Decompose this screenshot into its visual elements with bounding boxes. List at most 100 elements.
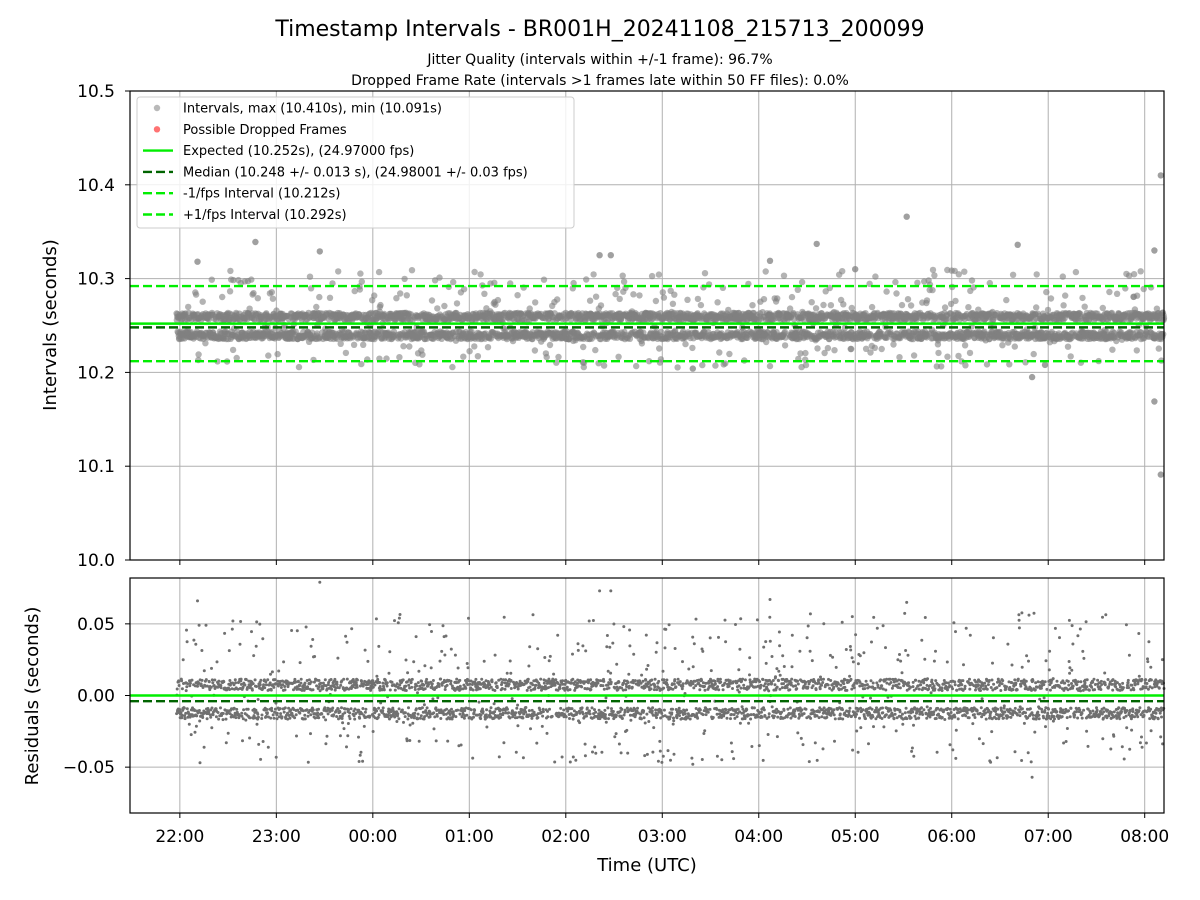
residual-point — [417, 739, 421, 743]
interval-point — [477, 271, 484, 278]
residual-point — [485, 725, 489, 729]
interval-point — [254, 295, 261, 302]
residual-point — [490, 680, 494, 684]
residual-point — [465, 713, 469, 717]
residual-point — [309, 713, 313, 717]
interval-point — [460, 286, 468, 293]
residual-point — [261, 637, 265, 641]
interval-point — [375, 268, 383, 276]
residual-point — [207, 710, 211, 714]
interval-point — [337, 340, 344, 347]
interval-point — [616, 295, 623, 303]
legend-label: Possible Dropped Frames — [183, 123, 347, 138]
residual-point — [238, 642, 242, 646]
interval-point — [514, 292, 521, 299]
interval-point — [350, 341, 358, 348]
interval-point — [1072, 268, 1080, 276]
residual-point — [204, 623, 208, 627]
interval-point — [893, 290, 900, 297]
interval-outlier-point — [1151, 247, 1158, 254]
residual-point — [269, 672, 272, 676]
residual-point — [499, 715, 503, 719]
interval-point — [592, 346, 599, 354]
residual-point — [317, 679, 321, 682]
interval-point — [652, 297, 660, 305]
residual-point — [423, 687, 427, 691]
residual-point — [317, 716, 321, 720]
interval-point — [1060, 302, 1067, 309]
interval-point — [401, 275, 408, 283]
residual-point — [335, 715, 339, 718]
residual-point — [357, 735, 360, 739]
residual-point — [272, 685, 276, 689]
residual-point — [437, 685, 441, 688]
residual-point — [472, 715, 475, 719]
interval-point — [481, 290, 488, 297]
interval-point — [185, 303, 192, 311]
residual-point — [239, 620, 243, 623]
interval-point — [484, 344, 492, 351]
interval-point — [955, 352, 962, 360]
interval-point — [397, 290, 404, 297]
residual-point — [304, 625, 308, 629]
residual-point — [234, 681, 238, 685]
residual-point — [400, 708, 404, 712]
interval-point — [441, 302, 448, 310]
interval-point — [968, 277, 976, 284]
residual-point — [252, 654, 256, 658]
interval-point — [1081, 303, 1088, 310]
residual-point — [515, 706, 519, 710]
residual-point — [298, 661, 302, 665]
residual-point — [348, 717, 352, 721]
interval-point — [1137, 268, 1144, 275]
interval-point — [961, 342, 969, 349]
interval-point — [403, 292, 410, 299]
interval-point — [682, 340, 689, 348]
residual-point — [438, 659, 442, 663]
intervals-reference-lines — [130, 284, 1164, 363]
residual-point — [378, 681, 382, 684]
residual-point — [194, 642, 198, 646]
interval-point — [313, 303, 320, 311]
interval-point — [896, 354, 903, 361]
interval-point — [586, 297, 594, 304]
residual-point — [211, 681, 215, 685]
residual-point — [416, 681, 420, 685]
residual-point — [510, 697, 514, 701]
residual-point — [441, 624, 445, 628]
residual-point — [293, 716, 297, 720]
interval-outlier-point — [607, 252, 614, 259]
residual-point — [269, 688, 273, 692]
residual-point — [202, 745, 206, 749]
residual-point — [215, 660, 219, 664]
residual-point — [509, 671, 513, 675]
residual-point — [393, 688, 397, 692]
residual-point — [221, 718, 225, 722]
residual-point — [266, 678, 270, 682]
residual-point — [184, 689, 188, 693]
interval-point — [1133, 347, 1141, 354]
residual-point — [273, 678, 277, 682]
residual-point — [202, 669, 206, 673]
residual-point — [404, 684, 408, 688]
residual-point — [430, 682, 434, 686]
residual-point — [316, 711, 320, 715]
interval-point — [592, 293, 600, 300]
intervals-y-tick-label: 10.0 — [77, 551, 115, 571]
residual-point — [282, 710, 286, 714]
residual-point — [213, 678, 217, 682]
interval-point — [931, 272, 938, 279]
residual-point — [439, 677, 443, 681]
residual-point — [266, 745, 270, 749]
residual-point — [246, 685, 250, 689]
interval-point — [671, 291, 678, 298]
interval-point — [268, 289, 275, 296]
residual-point — [193, 730, 197, 734]
interval-point — [419, 351, 426, 358]
residual-point — [324, 742, 328, 746]
residual-point — [377, 706, 381, 710]
residual-point — [402, 720, 405, 724]
legend-label: +1/fps Interval (10.292s) — [183, 208, 347, 223]
residual-point — [456, 708, 460, 712]
residual-point — [463, 709, 467, 713]
